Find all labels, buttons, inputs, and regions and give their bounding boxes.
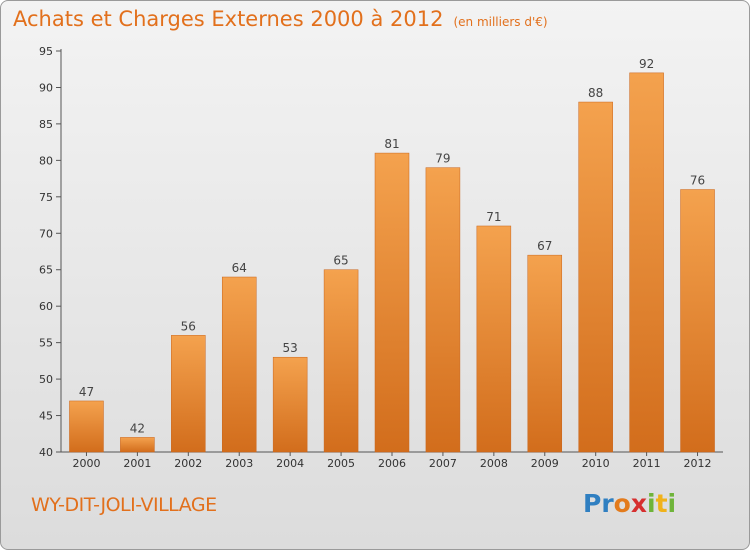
x-tick-label: 2012 [684, 457, 712, 470]
y-tick-label: 55 [39, 337, 53, 350]
x-tick-label: 2008 [480, 457, 508, 470]
commune-name: WY-DIT-JOLI-VILLAGE [31, 494, 217, 516]
data-label: 65 [333, 254, 348, 268]
logo-letter: t [655, 489, 668, 518]
chart-title-text: Achats et Charges Externes 2000 à 2012 [13, 7, 444, 31]
bar [120, 437, 155, 453]
y-tick-label: 40 [39, 446, 53, 459]
x-tick-label: 2003 [225, 457, 253, 470]
data-label: 64 [232, 261, 247, 275]
chart-title: Achats et Charges Externes 2000 à 2012 (e… [13, 7, 548, 31]
data-label: 56 [181, 319, 196, 333]
data-label: 53 [283, 341, 298, 355]
y-tick-label: 70 [39, 227, 53, 240]
y-tick-label: 80 [39, 154, 53, 167]
bar [425, 167, 461, 453]
chart-subtitle: (en milliers d'€) [453, 15, 548, 29]
x-tick-label: 2009 [531, 457, 559, 470]
y-tick-label: 60 [39, 300, 53, 313]
y-tick-label: 65 [39, 264, 53, 277]
bar [374, 152, 410, 453]
data-label: 47 [79, 385, 94, 399]
data-label: 88 [588, 86, 603, 100]
logo-letter: i [667, 489, 677, 518]
bar [680, 189, 715, 453]
logo-letter: r [601, 489, 614, 518]
data-label: 67 [537, 239, 552, 253]
x-tick-label: 2000 [72, 457, 100, 470]
x-tick-label: 2002 [174, 457, 202, 470]
bar [578, 101, 613, 453]
data-label: 71 [486, 210, 501, 224]
bar [272, 356, 308, 453]
x-tick-label: 2011 [633, 457, 661, 470]
bar [69, 400, 104, 453]
logo-letter: o [613, 489, 631, 518]
data-label: 79 [435, 152, 450, 166]
y-tick-label: 75 [39, 191, 53, 204]
logo-letter: P [583, 489, 602, 518]
y-tick-label: 95 [39, 45, 53, 58]
bar [323, 269, 359, 453]
y-tick-label: 50 [39, 373, 53, 386]
data-label: 76 [690, 174, 705, 188]
bar [476, 225, 512, 453]
bar [171, 335, 206, 453]
x-tick-label: 2006 [378, 457, 406, 470]
bar [527, 254, 563, 453]
bar [629, 72, 664, 453]
x-tick-label: 2005 [327, 457, 355, 470]
y-tick-label: 85 [39, 118, 53, 131]
data-label: 81 [384, 137, 399, 151]
logo-letter: i [647, 489, 656, 518]
bar [221, 276, 257, 453]
y-tick-label: 90 [39, 81, 53, 94]
logo-letter: x [630, 489, 647, 518]
data-label: 42 [130, 421, 145, 435]
proxiti-logo[interactable]: Proxiti [583, 489, 676, 518]
x-tick-label: 2004 [276, 457, 304, 470]
x-tick-label: 2007 [429, 457, 457, 470]
data-label: 92 [639, 57, 654, 71]
x-tick-label: 2010 [582, 457, 610, 470]
y-tick-label: 45 [39, 410, 53, 423]
x-tick-label: 2001 [123, 457, 151, 470]
